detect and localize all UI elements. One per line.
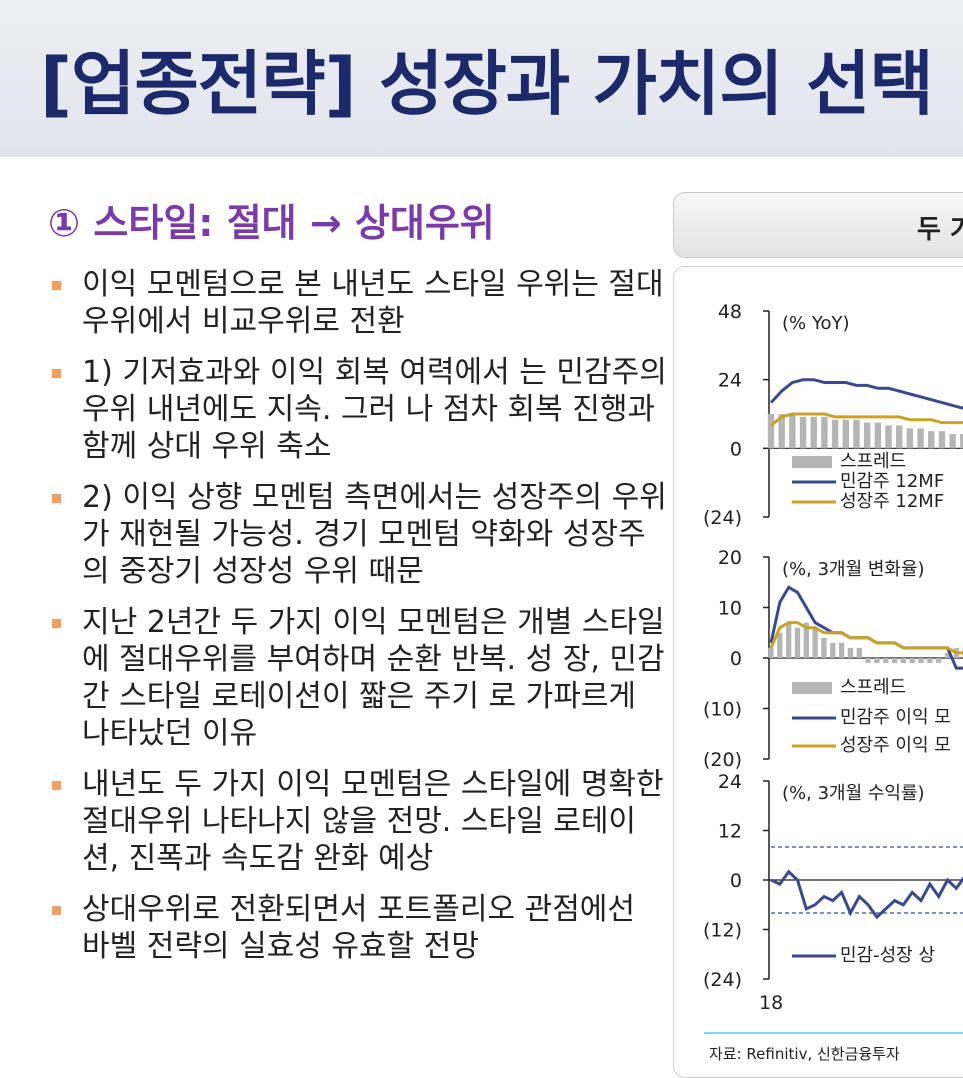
y-tick-label: (12): [703, 920, 742, 942]
legend-swatch: [792, 456, 832, 468]
legend-label: 스프레드: [840, 677, 906, 698]
spread-bar: [864, 423, 870, 449]
y-tick-label: 20: [718, 547, 742, 569]
legend-swatch: [792, 682, 832, 694]
slide-header: [업종전략] 성장과 가치의 선택: [0, 0, 963, 157]
spread-bar: [830, 643, 835, 658]
y-tick-label: 48: [718, 301, 742, 323]
bullet-marker: [52, 906, 61, 915]
bullet-item: 1) 기저효과와 이익 회복 여력에서 는 민감주의 우위 내년에도 지속. 그…: [48, 354, 668, 465]
bullet-marker: [52, 781, 61, 790]
y-tick-label: (10): [703, 699, 742, 721]
spread-bar: [949, 434, 955, 448]
bullet-item: 지난 2년간 두 가지 이익 모멘텀은 개별 스타일에 절대우위를 부여하며 순…: [48, 604, 668, 752]
spread-bar: [839, 643, 844, 658]
spread-bar: [883, 658, 888, 663]
spread-bar: [821, 638, 826, 658]
section-title: ① 스타일: 절대 → 상대우위: [48, 192, 495, 247]
y-tick-label: 24: [718, 370, 742, 392]
y-tick-label: 0: [730, 438, 742, 460]
bullet-marker: [52, 369, 61, 378]
spread-bar: [848, 648, 853, 658]
bullet-item: 이익 모멘텀으로 본 내년도 스타일 우위는 절대우위에서 비교우위로 전환: [48, 266, 668, 340]
spread-bar: [865, 658, 870, 663]
y-tick-label: (20): [703, 749, 742, 771]
legend-label: 스프레드: [840, 451, 906, 472]
y-tick-label: 10: [718, 598, 742, 620]
x-tick-label: 18: [759, 992, 783, 1014]
spread-bar: [910, 658, 915, 663]
spread-bar: [832, 420, 838, 449]
spread-bar: [936, 658, 941, 663]
legend-label: 성장주 이익 모: [840, 735, 951, 756]
spread-bar: [768, 414, 774, 448]
legend-label: 민감주 이익 모: [840, 707, 951, 728]
y-tick-label: (24): [703, 969, 742, 991]
spread-bar: [795, 628, 800, 658]
legend-label: 민감-성장 상: [840, 945, 935, 966]
source-divider: [704, 1032, 963, 1034]
bullet-item: 2) 이익 상향 모멘텀 측면에서는 성장주의 우위가 재현될 가능성. 경기 …: [48, 479, 668, 590]
spread-bar: [918, 658, 923, 663]
chart-panel-title: 두 가: [917, 209, 963, 246]
source-note: 자료: Refinitiv, 신한금융투자: [709, 1043, 900, 1064]
legend-label: 성장주 12MF: [840, 491, 944, 512]
bullet-item: 상대우위로 전환되면서 포트폴리오 관점에선 바벨 전략의 실효성 유효할 전망: [48, 891, 668, 965]
spread-bar: [853, 420, 859, 449]
unit-label: (% YoY): [782, 313, 849, 334]
y-tick-label: 12: [718, 821, 742, 843]
unit-label: (%, 3개월 수익률): [782, 783, 925, 804]
spread-bar: [768, 648, 773, 658]
spread-bar: [786, 623, 791, 658]
series-line: [771, 872, 963, 917]
chart-panel-header: 두 가: [673, 192, 963, 258]
bullet-list: 이익 모멘텀으로 본 내년도 스타일 우위는 절대우위에서 비교우위로 전환 1…: [48, 266, 668, 979]
series-line: [771, 380, 963, 411]
spread-bar: [885, 425, 891, 448]
spread-bar: [927, 658, 932, 663]
spread-bar: [812, 628, 817, 658]
y-tick-label: 0: [730, 648, 742, 670]
spread-bar: [857, 648, 862, 658]
spread-bar: [928, 431, 934, 448]
spread-bar: [939, 431, 945, 448]
spread-bar: [901, 658, 906, 663]
bullet-item: 내년도 두 가지 이익 모멘텀은 스타일에 명확한 절대우위 나타나지 않을 전…: [48, 766, 668, 877]
bullet-marker: [52, 494, 61, 503]
spread-bar: [874, 658, 879, 663]
spread-bar: [843, 420, 849, 449]
spread-bar: [917, 428, 923, 448]
spread-bar: [821, 417, 827, 448]
slide-title: [업종전략] 성장과 가치의 선택: [40, 28, 933, 129]
y-tick-label: 0: [730, 870, 742, 892]
spread-bar: [896, 425, 902, 448]
bullet-marker: [52, 281, 61, 290]
bullet-marker: [52, 619, 61, 628]
y-tick-label: (24): [703, 507, 742, 529]
spread-bar: [800, 417, 806, 448]
spread-bar: [907, 428, 913, 448]
y-tick-label: 24: [718, 771, 742, 793]
spread-bar: [777, 633, 782, 658]
unit-label: (%, 3개월 변화율): [782, 559, 925, 580]
spread-bar: [875, 423, 881, 449]
spread-bar: [789, 414, 795, 448]
spread-bar: [811, 417, 817, 448]
spread-bar: [892, 658, 897, 663]
legend-label: 민감주 12MF: [840, 471, 944, 492]
